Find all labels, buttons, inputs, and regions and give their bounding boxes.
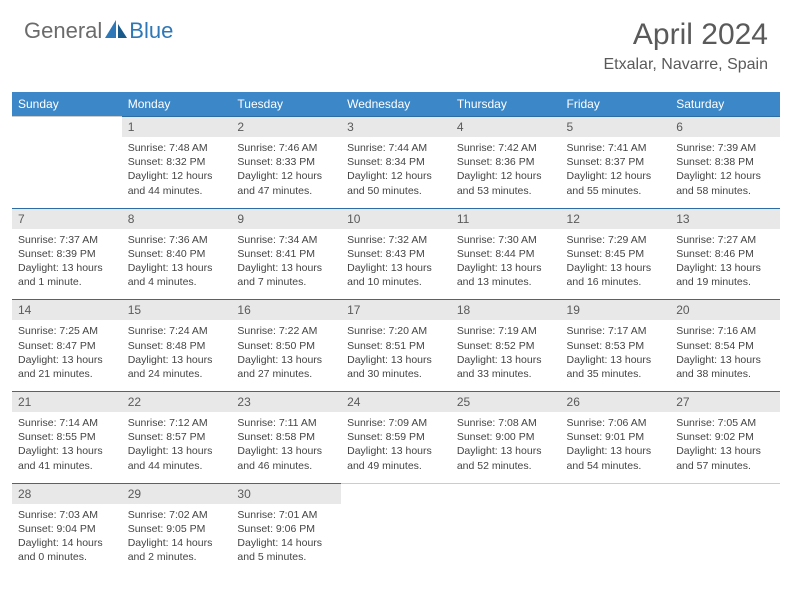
day-number-cell: 16 <box>231 300 341 321</box>
day-info-cell: Sunrise: 7:01 AMSunset: 9:06 PMDaylight:… <box>231 504 341 575</box>
page-header: General Blue April 2024 Etxalar, Navarre… <box>0 0 792 84</box>
day-info-cell: Sunrise: 7:25 AMSunset: 8:47 PMDaylight:… <box>12 320 122 391</box>
day-number-cell: 10 <box>341 208 451 229</box>
day-number-cell: 15 <box>122 300 232 321</box>
day-info-cell <box>670 504 780 575</box>
day-number-cell: 30 <box>231 483 341 504</box>
day-number-row: 282930 <box>12 483 780 504</box>
day-number-cell: 18 <box>451 300 561 321</box>
day-number-cell: 25 <box>451 392 561 413</box>
day-number-cell: 27 <box>670 392 780 413</box>
day-number-cell: 13 <box>670 208 780 229</box>
day-info-cell: Sunrise: 7:08 AMSunset: 9:00 PMDaylight:… <box>451 412 561 483</box>
day-info-cell: Sunrise: 7:39 AMSunset: 8:38 PMDaylight:… <box>670 137 780 208</box>
logo: General Blue <box>24 18 173 44</box>
day-info-cell: Sunrise: 7:02 AMSunset: 9:05 PMDaylight:… <box>122 504 232 575</box>
day-info-cell: Sunrise: 7:20 AMSunset: 8:51 PMDaylight:… <box>341 320 451 391</box>
day-number-cell: 21 <box>12 392 122 413</box>
day-info-cell <box>12 137 122 208</box>
day-info-cell: Sunrise: 7:36 AMSunset: 8:40 PMDaylight:… <box>122 229 232 300</box>
day-info-cell: Sunrise: 7:37 AMSunset: 8:39 PMDaylight:… <box>12 229 122 300</box>
day-info-cell: Sunrise: 7:12 AMSunset: 8:57 PMDaylight:… <box>122 412 232 483</box>
day-info-cell: Sunrise: 7:03 AMSunset: 9:04 PMDaylight:… <box>12 504 122 575</box>
day-info-cell: Sunrise: 7:09 AMSunset: 8:59 PMDaylight:… <box>341 412 451 483</box>
day-number-cell: 24 <box>341 392 451 413</box>
day-number-cell <box>12 117 122 138</box>
day-number-cell: 26 <box>561 392 671 413</box>
day-number-cell: 17 <box>341 300 451 321</box>
day-info-cell <box>341 504 451 575</box>
weekday-header: Monday <box>122 92 232 117</box>
day-number-cell: 1 <box>122 117 232 138</box>
day-info-cell: Sunrise: 7:22 AMSunset: 8:50 PMDaylight:… <box>231 320 341 391</box>
logo-sail-icon <box>105 20 127 38</box>
day-number-cell: 7 <box>12 208 122 229</box>
day-info-cell: Sunrise: 7:27 AMSunset: 8:46 PMDaylight:… <box>670 229 780 300</box>
day-info-cell: Sunrise: 7:42 AMSunset: 8:36 PMDaylight:… <box>451 137 561 208</box>
weekday-header: Sunday <box>12 92 122 117</box>
day-info-cell: Sunrise: 7:41 AMSunset: 8:37 PMDaylight:… <box>561 137 671 208</box>
day-info-cell <box>451 504 561 575</box>
day-info-cell: Sunrise: 7:16 AMSunset: 8:54 PMDaylight:… <box>670 320 780 391</box>
day-number-cell: 22 <box>122 392 232 413</box>
title-block: April 2024 Etxalar, Navarre, Spain <box>603 18 768 74</box>
day-info-cell: Sunrise: 7:34 AMSunset: 8:41 PMDaylight:… <box>231 229 341 300</box>
day-number-cell: 12 <box>561 208 671 229</box>
day-info-cell: Sunrise: 7:17 AMSunset: 8:53 PMDaylight:… <box>561 320 671 391</box>
day-number-cell: 5 <box>561 117 671 138</box>
day-info-cell <box>561 504 671 575</box>
logo-text-blue: Blue <box>129 18 173 44</box>
day-number-cell: 11 <box>451 208 561 229</box>
day-info-cell: Sunrise: 7:14 AMSunset: 8:55 PMDaylight:… <box>12 412 122 483</box>
month-title: April 2024 <box>603 18 768 52</box>
weekday-header: Thursday <box>451 92 561 117</box>
day-number-cell: 9 <box>231 208 341 229</box>
day-number-cell <box>451 483 561 504</box>
day-number-cell: 19 <box>561 300 671 321</box>
calendar-table: SundayMondayTuesdayWednesdayThursdayFrid… <box>12 92 780 574</box>
day-number-cell: 14 <box>12 300 122 321</box>
weekday-header: Wednesday <box>341 92 451 117</box>
logo-text-general: General <box>24 18 102 44</box>
day-number-cell: 4 <box>451 117 561 138</box>
day-number-cell: 3 <box>341 117 451 138</box>
day-info-cell: Sunrise: 7:46 AMSunset: 8:33 PMDaylight:… <box>231 137 341 208</box>
day-number-cell: 8 <box>122 208 232 229</box>
day-number-row: 78910111213 <box>12 208 780 229</box>
day-number-cell <box>670 483 780 504</box>
day-info-cell: Sunrise: 7:11 AMSunset: 8:58 PMDaylight:… <box>231 412 341 483</box>
day-info-row: Sunrise: 7:25 AMSunset: 8:47 PMDaylight:… <box>12 320 780 391</box>
day-info-row: Sunrise: 7:37 AMSunset: 8:39 PMDaylight:… <box>12 229 780 300</box>
weekday-header: Friday <box>561 92 671 117</box>
day-number-cell <box>561 483 671 504</box>
day-info-cell: Sunrise: 7:19 AMSunset: 8:52 PMDaylight:… <box>451 320 561 391</box>
day-number-row: 21222324252627 <box>12 392 780 413</box>
day-info-cell: Sunrise: 7:29 AMSunset: 8:45 PMDaylight:… <box>561 229 671 300</box>
day-info-cell: Sunrise: 7:06 AMSunset: 9:01 PMDaylight:… <box>561 412 671 483</box>
day-info-cell: Sunrise: 7:44 AMSunset: 8:34 PMDaylight:… <box>341 137 451 208</box>
day-info-cell: Sunrise: 7:32 AMSunset: 8:43 PMDaylight:… <box>341 229 451 300</box>
day-info-cell: Sunrise: 7:30 AMSunset: 8:44 PMDaylight:… <box>451 229 561 300</box>
weekday-header: Tuesday <box>231 92 341 117</box>
day-number-cell: 6 <box>670 117 780 138</box>
day-number-cell <box>341 483 451 504</box>
day-info-cell: Sunrise: 7:05 AMSunset: 9:02 PMDaylight:… <box>670 412 780 483</box>
day-info-cell: Sunrise: 7:24 AMSunset: 8:48 PMDaylight:… <box>122 320 232 391</box>
day-number-cell: 2 <box>231 117 341 138</box>
weekday-header-row: SundayMondayTuesdayWednesdayThursdayFrid… <box>12 92 780 117</box>
day-info-cell: Sunrise: 7:48 AMSunset: 8:32 PMDaylight:… <box>122 137 232 208</box>
day-number-cell: 20 <box>670 300 780 321</box>
day-info-row: Sunrise: 7:03 AMSunset: 9:04 PMDaylight:… <box>12 504 780 575</box>
day-number-cell: 28 <box>12 483 122 504</box>
day-info-row: Sunrise: 7:14 AMSunset: 8:55 PMDaylight:… <box>12 412 780 483</box>
day-number-row: 123456 <box>12 117 780 138</box>
day-number-cell: 23 <box>231 392 341 413</box>
weekday-header: Saturday <box>670 92 780 117</box>
day-number-row: 14151617181920 <box>12 300 780 321</box>
location-text: Etxalar, Navarre, Spain <box>603 56 768 74</box>
day-number-cell: 29 <box>122 483 232 504</box>
day-info-row: Sunrise: 7:48 AMSunset: 8:32 PMDaylight:… <box>12 137 780 208</box>
